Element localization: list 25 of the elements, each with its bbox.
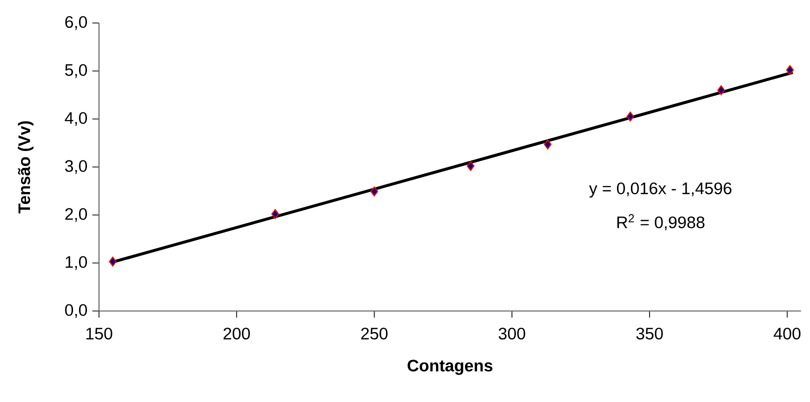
point bbox=[271, 209, 280, 219]
point bbox=[370, 186, 378, 196]
point bbox=[108, 256, 117, 266]
x-tick-label: 150 bbox=[86, 328, 112, 340]
x-tick-label: 200 bbox=[224, 328, 250, 340]
point bbox=[544, 140, 552, 150]
point bbox=[717, 85, 725, 96]
x-tick-label: 300 bbox=[498, 328, 526, 340]
y-tick-label: 5,0 bbox=[65, 64, 87, 78]
point bbox=[786, 65, 794, 75]
y-tick-label: 6,0 bbox=[65, 16, 87, 30]
x-tick-label: 250 bbox=[361, 328, 388, 340]
point bbox=[626, 112, 634, 122]
annotation: y = 0,016x - 1,4596 bbox=[589, 182, 732, 198]
y-tick-label: 4,0 bbox=[64, 112, 87, 126]
y-tick-label: 0,0 bbox=[65, 304, 87, 318]
x-axis-title: Contagens bbox=[408, 360, 492, 375]
y-tick-label: 3,0 bbox=[65, 160, 87, 174]
y-tick-label: 1,0 bbox=[66, 256, 87, 270]
y-axis-title: Tensão (Vv) bbox=[18, 121, 34, 214]
y-tick-label: 2,0 bbox=[65, 208, 87, 222]
x-tick-label: 350 bbox=[636, 328, 663, 340]
point bbox=[466, 161, 474, 171]
x-tick-label: 400 bbox=[774, 328, 800, 340]
annotation: R$^{2}$ = 0,9988 bbox=[617, 214, 704, 230]
